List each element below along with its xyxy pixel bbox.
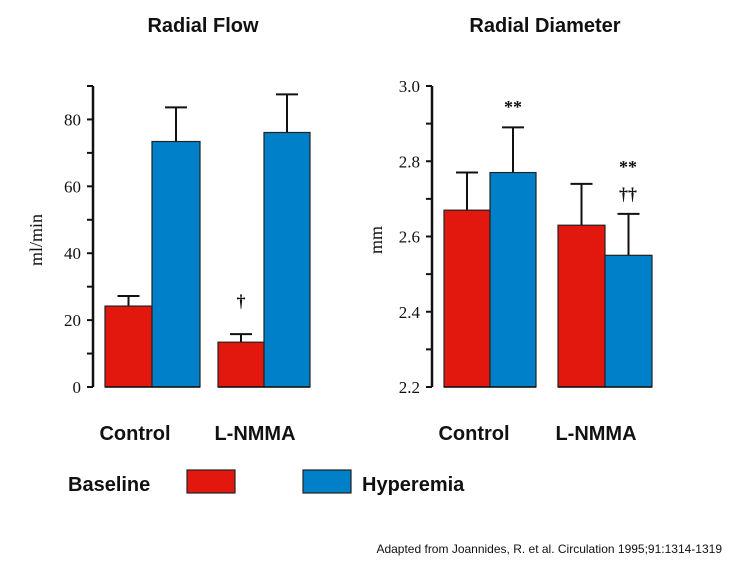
y-axis-label: mm (366, 226, 386, 254)
bar-hyperemia-control (489, 171, 537, 388)
bar-hyperemia-control (151, 140, 201, 388)
bar-baseline-control (443, 209, 491, 388)
category-label: Control (99, 423, 170, 445)
legend-label-hyperemia: Hyperemia (362, 474, 465, 496)
significance-marker: † (237, 291, 246, 311)
y-tick-label: 40 (64, 244, 81, 263)
source-footnote: Adapted from Joannides, R. et al. Circul… (376, 542, 722, 556)
legend-label-baseline: Baseline (68, 474, 150, 496)
significance-marker: ** (619, 157, 637, 177)
y-tick-label: 2.4 (399, 303, 421, 322)
chart-title: Radial Flow (147, 15, 259, 37)
legend-swatch-baseline (186, 469, 236, 494)
category-label: L-NMMA (214, 423, 295, 445)
significance-marker: ** (504, 97, 522, 117)
bar-baseline-l-nmma (557, 224, 606, 388)
bar-baseline-control (104, 305, 153, 388)
y-tick-label: 20 (64, 311, 81, 330)
bar-hyperemia-l-nmma (604, 254, 653, 388)
category-label: Control (438, 423, 509, 445)
y-tick-label: 0 (73, 378, 82, 397)
y-tick-label: 2.6 (399, 228, 420, 247)
bar-hyperemia-l-nmma (263, 131, 311, 388)
y-tick-label: 2.8 (399, 152, 420, 171)
legend-swatch-hyperemia (302, 469, 352, 494)
chart-title: Radial Diameter (469, 15, 620, 37)
y-axis-label: ml/min (26, 214, 46, 266)
significance-marker: †† (619, 184, 637, 204)
y-tick-label: 80 (64, 110, 81, 129)
y-tick-label: 60 (64, 177, 81, 196)
y-tick-label: 2.2 (399, 378, 420, 397)
category-label: L-NMMA (555, 423, 636, 445)
bar-baseline-l-nmma (217, 341, 265, 388)
y-tick-label: 3.0 (399, 77, 420, 96)
